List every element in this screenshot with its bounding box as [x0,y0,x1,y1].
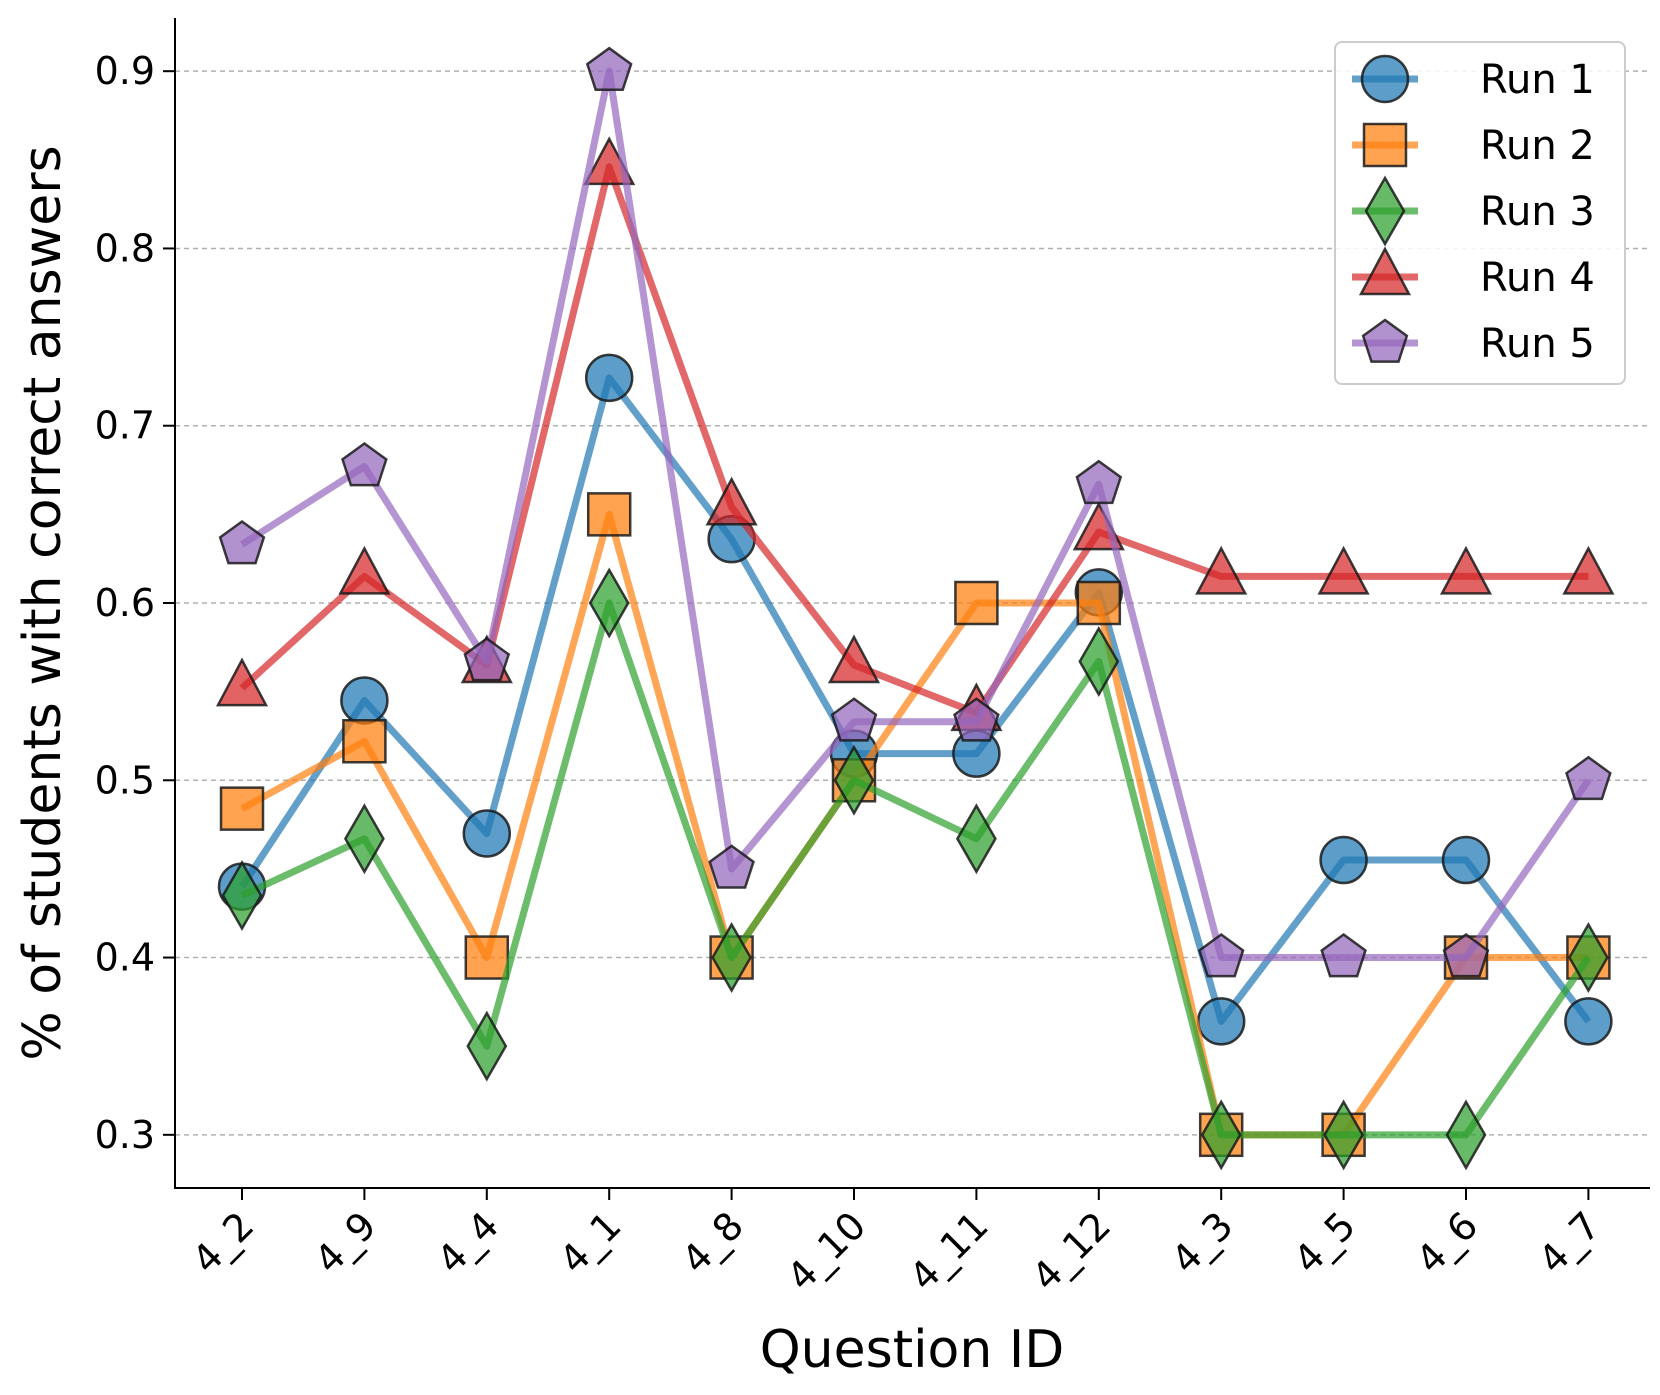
series-line [239,163,1589,717]
data-point [1319,835,1368,885]
x-tick-label: 4_10 [779,1203,875,1299]
legend: Run 1 Run 2 Run 3 Run 4 Run 5 [1334,41,1626,385]
legend-item: Run 5 [1352,318,1595,367]
x-tick-label: 4_12 [1023,1203,1119,1299]
data-point [466,1010,508,1082]
data-point [1442,933,1490,978]
x-tick-label: 4_6 [1408,1203,1487,1282]
x-tick-label: 4_8 [673,1203,752,1282]
data-point [215,657,269,707]
legend-item: Run 3 [1352,175,1595,247]
legend-marker [1358,246,1412,296]
data-point [708,844,755,889]
legend-label: Run 4 [1480,255,1595,301]
y-tick-label: 0.9 [95,49,155,93]
series-line [240,599,1592,1139]
data-point [1195,545,1248,595]
data-point [586,492,632,537]
y-tick-label: 0.8 [95,226,155,270]
legend-label: Run 1 [1480,57,1595,103]
data-point [1439,545,1493,595]
data-point [338,545,391,595]
series-line [239,374,1592,1025]
data-point [1567,922,1609,994]
series-run-3 [221,567,1609,1171]
data-point [827,634,881,684]
x-tick-label: 4_2 [184,1203,263,1282]
data-point [218,519,266,565]
y-ticks: 0.3 0.4 0.5 0.6 0.7 0.8 0.9 [95,49,175,1157]
data-point [342,719,387,764]
x-tick-label: 4_1 [551,1203,630,1282]
legend-marker [1361,318,1409,363]
data-point [1078,625,1120,698]
data-point [1564,997,1613,1046]
data-point [1075,459,1123,505]
data-point [1200,1099,1242,1171]
legend-label: Run 2 [1480,123,1595,169]
data-point [340,676,389,725]
y-axis-label: % of students with correct answers [13,145,73,1060]
data-point [954,580,999,626]
data-point [953,697,1000,742]
x-tick-label: 4_5 [1285,1203,1364,1282]
legend-marker [1362,122,1408,168]
y-tick-label: 0.7 [95,404,155,448]
data-point [341,441,388,487]
data-point [221,859,263,932]
legend-item: Run 4 [1352,246,1595,301]
data-point [1076,580,1122,626]
x-tick-label: 4_3 [1163,1203,1242,1282]
data-point [343,803,385,875]
data-point [705,476,758,526]
legend-box [1334,41,1626,385]
series-run-2 [219,492,1611,1158]
x-tick-label: 4_11 [901,1203,997,1299]
data-point [1197,933,1245,978]
data-point [462,809,512,858]
data-point [711,922,753,994]
x-axis-label: Question ID [760,1320,1064,1380]
series-line [240,510,1589,1139]
y-tick-label: 0.4 [95,936,155,980]
data-point [1323,1099,1365,1171]
data-point [1441,835,1491,885]
data-point [1320,933,1367,978]
data-point [584,353,634,403]
data-point [1562,545,1615,595]
data-point [585,46,633,92]
legend-item: Run 1 [1352,54,1595,104]
legend-marker [1360,54,1410,104]
data-point [955,803,997,875]
data-point [1196,997,1246,1046]
y-tick-label: 0.5 [95,758,155,802]
legend-item: Run 2 [1352,122,1595,169]
series-run-5 [218,46,1612,978]
data-point [463,636,511,682]
y-tick-label: 0.6 [95,581,155,625]
data-point [588,567,630,639]
x-tick-label: 4_9 [306,1203,385,1282]
gridlines [175,70,1650,1136]
series-layer [215,46,1615,1171]
y-tick-label: 0.3 [95,1113,155,1157]
data-point [1445,1099,1487,1171]
x-tick-label: 4_4 [428,1203,507,1282]
legend-label: Run 5 [1480,321,1595,367]
data-point [833,744,875,816]
data-point [219,786,265,831]
data-point [464,935,510,980]
data-point [1317,545,1370,595]
x-ticks: 4_2 4_9 4_4 4_1 4_8 4_10 4_11 4_12 4_3 4_5 4_6 4_7 [184,1188,1609,1299]
data-point [830,697,878,742]
legend-label: Run 3 [1480,189,1595,235]
legend-marker [1364,175,1406,247]
data-point [1565,755,1612,801]
x-tick-label: 4_7 [1530,1203,1609,1282]
